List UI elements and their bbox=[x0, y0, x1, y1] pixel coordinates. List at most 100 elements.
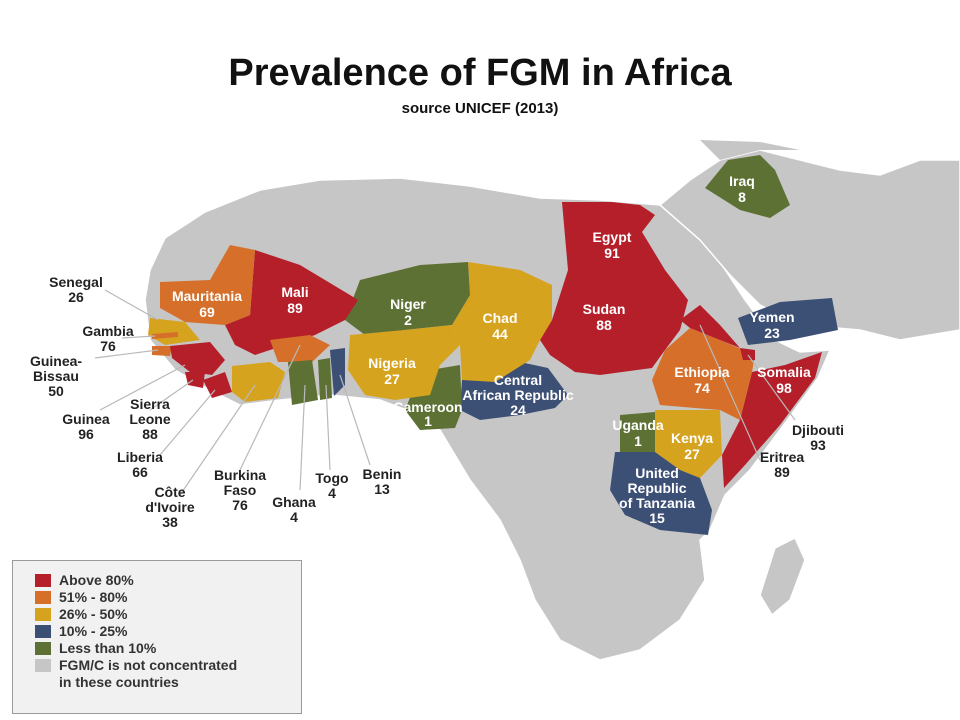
label-ghana-value: 4 bbox=[290, 509, 298, 525]
legend-swatch bbox=[35, 574, 51, 587]
label-ethiopia-value: 74 bbox=[694, 380, 710, 396]
region-guinea-bissau bbox=[152, 346, 172, 356]
label-burkina-faso-value: 76 bbox=[232, 497, 248, 513]
region-togo bbox=[318, 358, 332, 400]
label-kenya-name: Kenya bbox=[671, 430, 713, 446]
label-tanzania-value: 15 bbox=[649, 510, 665, 526]
label-burkina-faso-name2: Faso bbox=[224, 482, 257, 498]
leader-lines bbox=[94, 289, 796, 496]
legend-label: 51% - 80% bbox=[59, 589, 128, 605]
label-cote-divoire-value: 38 bbox=[162, 514, 178, 530]
legend-label: FGM/C is not concentrated bbox=[59, 657, 238, 673]
region-kenya bbox=[655, 410, 722, 478]
label-egypt-value: 91 bbox=[604, 245, 620, 261]
region-benin bbox=[330, 348, 345, 396]
region-liberia bbox=[203, 372, 232, 398]
label-uganda-name: Uganda bbox=[612, 417, 664, 433]
region-egypt bbox=[562, 202, 665, 270]
label-guinea-bissau-name1: Guinea- bbox=[30, 353, 82, 369]
region-tanzania bbox=[610, 452, 712, 535]
label-chad-name: Chad bbox=[483, 310, 518, 326]
legend-label: 10% - 25% bbox=[59, 623, 128, 639]
legend-label-line2: in these countries bbox=[59, 674, 179, 690]
label-guinea-name: Guinea bbox=[62, 411, 110, 427]
label-liberia-name: Liberia bbox=[117, 449, 163, 465]
label-tanzania-name1: United bbox=[635, 465, 679, 481]
label-egypt-name: Egypt bbox=[593, 229, 632, 245]
label-nigeria-name: Nigeria bbox=[368, 355, 416, 371]
label-djibouti-name: Djibouti bbox=[792, 422, 844, 438]
label-benin-value: 13 bbox=[374, 481, 390, 497]
label-kenya-value: 27 bbox=[684, 446, 700, 462]
label-somalia-value: 98 bbox=[776, 380, 792, 396]
region-cote-divoire bbox=[232, 362, 285, 402]
page-subtitle: source UNICEF (2013) bbox=[401, 100, 559, 117]
label-mauritania-value: 69 bbox=[199, 304, 215, 320]
label-sudan-value: 88 bbox=[596, 317, 612, 333]
label-togo-value: 4 bbox=[328, 485, 336, 501]
region-uganda bbox=[620, 412, 655, 452]
legend-label: Above 80% bbox=[59, 572, 134, 588]
label-uganda-value: 1 bbox=[634, 433, 642, 449]
label-eritrea-name: Eritrea bbox=[760, 449, 805, 465]
label-gambia-name: Gambia bbox=[82, 323, 134, 339]
legend-label: 26% - 50% bbox=[59, 606, 128, 622]
label-togo-name: Togo bbox=[315, 470, 348, 486]
region-iraq bbox=[705, 155, 790, 218]
legend-swatch bbox=[35, 642, 51, 655]
label-ghana-name: Ghana bbox=[272, 494, 316, 510]
label-sudan-name: Sudan bbox=[583, 301, 626, 317]
region-nigeria bbox=[348, 325, 460, 400]
label-cote-divoire-name1: Côte bbox=[154, 484, 185, 500]
label-sierra-leone-value: 88 bbox=[142, 426, 158, 442]
page-title: Prevalence of FGM in Africa bbox=[228, 52, 732, 94]
region-somalia bbox=[722, 352, 822, 488]
region-niger bbox=[345, 262, 470, 335]
label-djibouti-value: 93 bbox=[810, 437, 826, 453]
label-sierra-leone-name2: Leone bbox=[129, 411, 170, 427]
region-ethiopia bbox=[652, 328, 755, 420]
outside-labels: Senegal 26 Gambia 76 Guinea- Bissau 50 G… bbox=[30, 274, 844, 530]
region-guinea bbox=[170, 342, 225, 375]
label-niger-value: 2 bbox=[404, 312, 412, 328]
region-mali bbox=[225, 250, 358, 355]
label-niger-name: Niger bbox=[390, 296, 426, 312]
label-cameroon-name: Cameroon bbox=[393, 399, 462, 415]
legend-swatch bbox=[35, 608, 51, 621]
region-eritrea bbox=[680, 305, 740, 348]
label-iraq-name: Iraq bbox=[729, 173, 755, 189]
label-yemen-name: Yemen bbox=[749, 309, 794, 325]
region-chad bbox=[452, 262, 552, 382]
region-sudan bbox=[540, 270, 688, 375]
legend-swatch bbox=[35, 591, 51, 604]
label-eritrea-value: 89 bbox=[774, 464, 790, 480]
label-yemen-value: 23 bbox=[764, 325, 780, 341]
legend: Above 80% 51% - 80% 26% - 50% 10% - 25% … bbox=[12, 560, 302, 714]
label-guinea-bissau-value: 50 bbox=[48, 383, 64, 399]
label-car-name2: African Republic bbox=[462, 387, 573, 403]
legend-label: Less than 10% bbox=[59, 640, 157, 656]
label-cameroon-value: 1 bbox=[424, 413, 432, 429]
madagascar bbox=[759, 536, 806, 617]
label-car-value: 24 bbox=[510, 402, 526, 418]
label-mauritania-name: Mauritania bbox=[172, 288, 242, 304]
label-senegal-value: 26 bbox=[68, 289, 84, 305]
label-guinea-bissau-name2: Bissau bbox=[33, 368, 79, 384]
legend-swatch bbox=[35, 625, 51, 638]
label-chad-value: 44 bbox=[492, 326, 508, 342]
label-gambia-value: 76 bbox=[100, 338, 116, 354]
region-ghana bbox=[288, 360, 318, 405]
label-tanzania-name2: Republic bbox=[627, 480, 686, 496]
label-mali-name: Mali bbox=[281, 284, 308, 300]
label-ethiopia-name: Ethiopia bbox=[674, 364, 729, 380]
label-cote-divoire-name2: d'Ivoire bbox=[145, 499, 194, 515]
label-sierra-leone-name1: Sierra bbox=[130, 396, 170, 412]
label-iraq-value: 8 bbox=[738, 189, 746, 205]
label-liberia-value: 66 bbox=[132, 464, 148, 480]
region-sierra-leone bbox=[185, 372, 205, 388]
region-gambia bbox=[152, 332, 178, 339]
legend-swatch bbox=[35, 659, 51, 672]
region-mauritania bbox=[160, 245, 255, 325]
region-yemen bbox=[738, 298, 838, 345]
